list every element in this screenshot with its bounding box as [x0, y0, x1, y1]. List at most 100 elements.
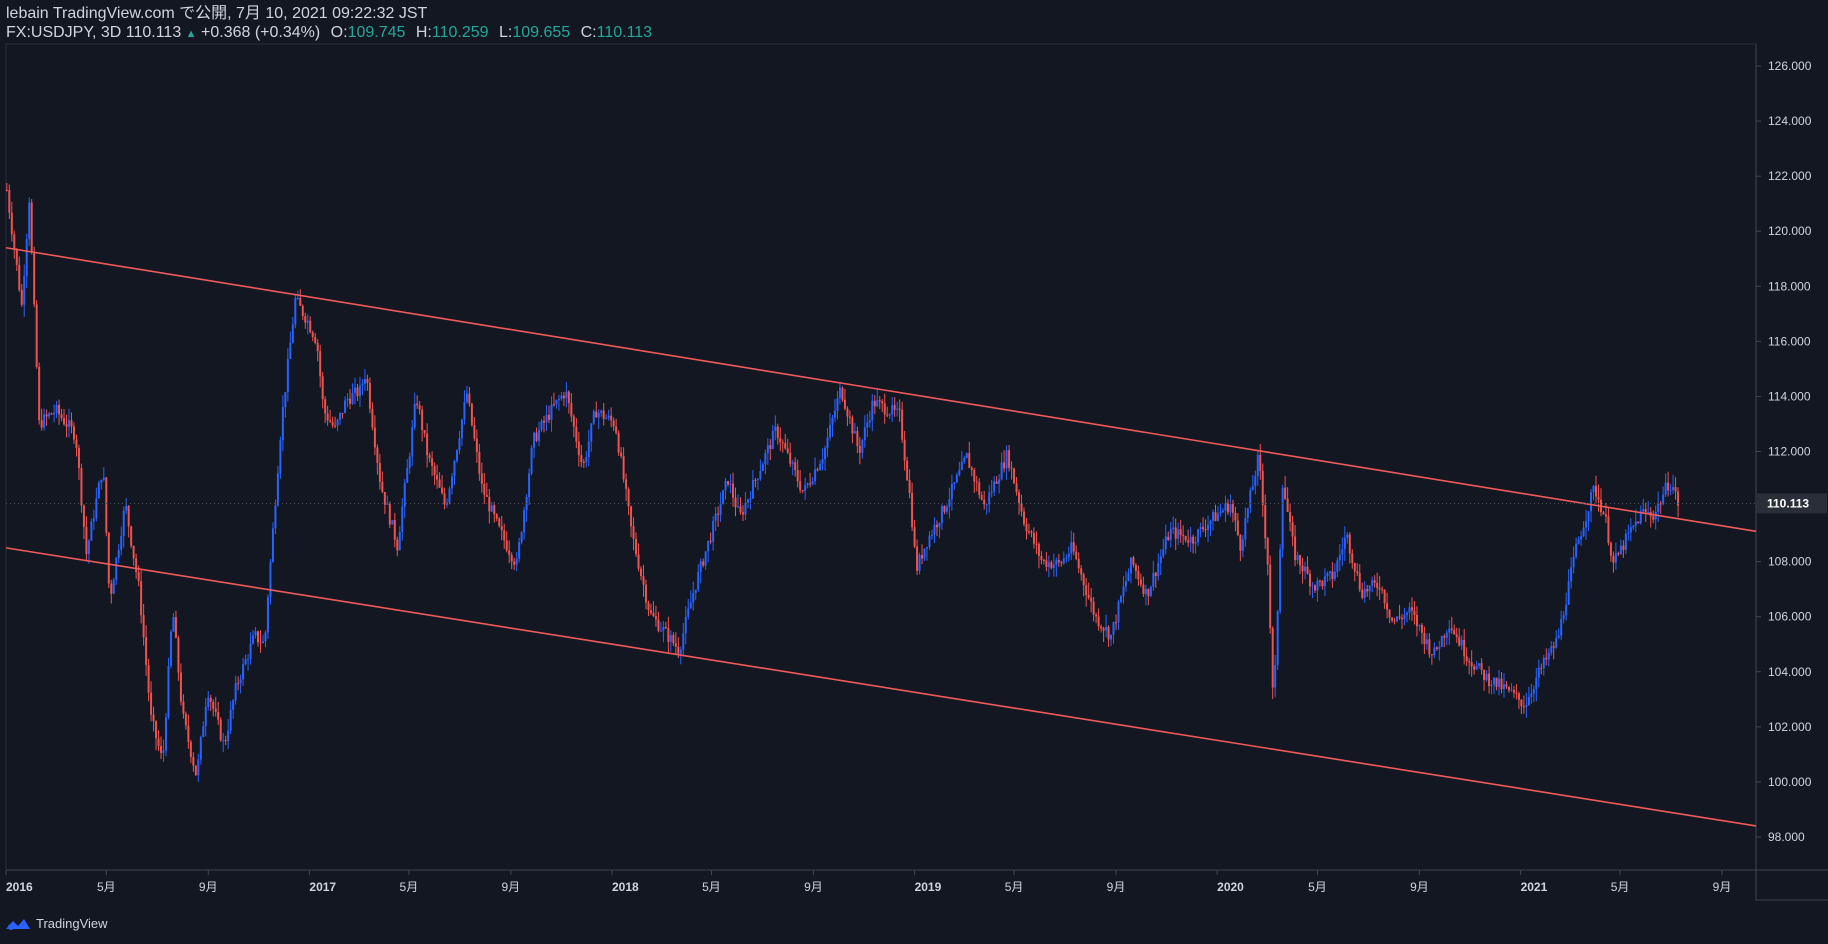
candle-body — [1522, 706, 1525, 708]
price-tick-label: 114.000 — [1768, 389, 1811, 403]
upper-channel-trendline[interactable] — [5, 246, 1757, 533]
candle-body — [177, 637, 180, 673]
candle-body — [1204, 529, 1207, 531]
candle-body — [682, 633, 685, 650]
candle-body — [398, 531, 401, 551]
candle-body — [341, 412, 344, 414]
candle-body — [366, 378, 369, 383]
candle-body — [1338, 554, 1341, 561]
candle-body — [1597, 496, 1600, 500]
candle-body — [493, 505, 496, 515]
footer-brand[interactable]: TradingView — [4, 916, 108, 931]
candle-body — [194, 765, 197, 776]
candle-body — [1505, 684, 1508, 687]
candle-body — [771, 430, 774, 449]
candle-body — [304, 315, 307, 323]
time-tick-label: 5月 — [1611, 880, 1630, 894]
candle-body — [1443, 636, 1446, 638]
candle-body — [234, 683, 237, 701]
candle-body — [883, 403, 886, 415]
candle-body — [1550, 646, 1553, 653]
candle-body — [90, 521, 93, 541]
candle-body — [635, 538, 638, 555]
candle-body — [769, 445, 772, 449]
price-axis[interactable]: 98.000 100.000 102.000 104.000 106.000 108.00… — [1756, 59, 1812, 844]
candle-body — [169, 631, 172, 666]
price-tick-label: 122.000 — [1768, 169, 1812, 183]
price-tick-label: 100.000 — [1768, 775, 1812, 789]
candle-body — [1010, 467, 1013, 469]
candle-body — [1189, 536, 1192, 543]
candle-body — [940, 506, 943, 523]
candle-body — [988, 492, 991, 505]
candle-body — [1398, 616, 1401, 618]
candle-body — [18, 264, 21, 290]
candle-body — [212, 701, 215, 709]
candle-body — [1234, 512, 1237, 521]
candle-body — [1498, 678, 1501, 687]
candle-body — [1455, 634, 1458, 638]
candle-body — [107, 532, 110, 584]
candle-body — [1197, 529, 1200, 543]
candle-body — [199, 736, 202, 760]
candle-body — [968, 453, 971, 468]
candle-body — [1239, 535, 1242, 551]
candle-body — [620, 452, 623, 457]
candle-body — [87, 540, 90, 554]
candle-body — [679, 649, 682, 654]
candle-body — [779, 438, 782, 443]
candle-body — [1425, 639, 1428, 645]
close-label: C: — [580, 24, 597, 41]
candle-body — [1664, 482, 1667, 495]
candle-body — [1627, 532, 1630, 534]
candle-body — [841, 387, 844, 400]
candle-body — [983, 499, 986, 505]
candle-body — [572, 416, 575, 427]
candle-body — [1463, 639, 1466, 657]
candle-body — [294, 298, 297, 325]
candle-body — [881, 401, 884, 404]
candle-body — [1413, 610, 1416, 615]
candle-body — [1341, 549, 1344, 555]
candles-layer — [5, 182, 1680, 783]
candle-body — [174, 617, 177, 638]
candle-body — [162, 750, 165, 753]
candle-body — [722, 490, 725, 505]
candle-body — [535, 432, 538, 441]
candle-body — [1525, 705, 1528, 708]
candle-body — [187, 725, 190, 742]
candle-body — [147, 664, 150, 693]
candle-body — [1082, 574, 1085, 586]
candle-body — [1624, 533, 1627, 550]
candle-body — [311, 332, 314, 338]
candle-body — [736, 506, 739, 508]
trendlines-layer[interactable] — [5, 246, 1757, 827]
candle-body — [1532, 689, 1535, 694]
candle-body — [495, 514, 498, 519]
candle-body — [436, 475, 439, 480]
candle-body — [45, 414, 48, 417]
candle-body — [697, 572, 700, 590]
candle-body — [249, 643, 252, 659]
candle-body — [202, 725, 205, 737]
candle-body — [814, 469, 817, 482]
candle-body — [585, 457, 588, 463]
candle-body — [1032, 533, 1035, 544]
lower-channel-trendline[interactable] — [5, 547, 1757, 827]
candle-body — [137, 572, 140, 582]
candle-body — [289, 342, 292, 359]
candle-body — [421, 409, 424, 431]
candle-body — [1224, 503, 1227, 511]
candle-body — [1072, 542, 1075, 552]
time-axis[interactable]: 2016 5月 9月 2017 5月 9月 2018 5月 9月 2019 5月 9月 2020 5月 9月… — [5, 870, 1731, 894]
candle-body — [582, 461, 585, 463]
candle-body — [1266, 538, 1269, 565]
candle-body — [1169, 528, 1172, 541]
candle-body — [1030, 531, 1033, 534]
candle-body — [1003, 462, 1006, 469]
candle-body — [1107, 626, 1110, 640]
candle-body — [100, 479, 103, 483]
candle-body — [8, 190, 11, 213]
